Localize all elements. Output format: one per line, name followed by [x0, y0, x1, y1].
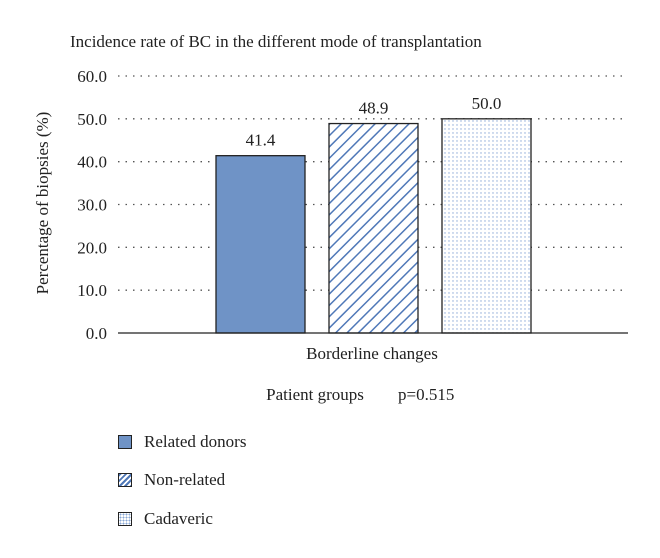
- y-tick-label: 60.0: [77, 67, 107, 86]
- y-tick-label: 0.0: [86, 324, 107, 343]
- y-axis-label: Percentage of biopsies (%): [33, 112, 52, 295]
- x-axis-label: Patient groups: [266, 385, 364, 404]
- legend-item-cadaveric: Cadaveric: [118, 509, 213, 529]
- bar-value-labels: 41.4 48.9 50.0: [246, 94, 502, 150]
- y-tick-label: 40.0: [77, 153, 107, 172]
- y-tick-label: 10.0: [77, 281, 107, 300]
- x-category-label: Borderline changes: [306, 344, 438, 363]
- legend-item-non-related: Non-related: [118, 470, 225, 490]
- y-tick-label: 50.0: [77, 110, 107, 129]
- legend-item-related-donors: Related donors: [118, 432, 246, 452]
- legend-swatch-cadaveric: [118, 512, 132, 526]
- bars: [215, 118, 532, 334]
- bar-non-related: [328, 122, 419, 334]
- legend-swatch-related-donors: [118, 435, 132, 449]
- bar-value-label: 50.0: [472, 94, 502, 113]
- y-tick-labels: 0.0 10.0 20.0 30.0 40.0 50.0 60.0: [77, 67, 107, 343]
- legend-label-non-related: Non-related: [144, 470, 226, 489]
- bar-value-label: 48.9: [359, 99, 389, 118]
- bar-related-donors: [215, 155, 306, 334]
- p-value-annotation: p=0.515: [398, 385, 454, 404]
- chart-title: Incidence rate of BC in the different mo…: [70, 32, 482, 51]
- legend-label-related-donors: Related donors: [144, 432, 247, 451]
- legend-swatch-non-related: [118, 473, 132, 487]
- y-tick-label: 20.0: [77, 238, 107, 257]
- chart: Incidence rate of BC in the different mo…: [33, 32, 628, 404]
- y-tick-label: 30.0: [77, 196, 107, 215]
- legend-label-cadaveric: Cadaveric: [144, 509, 213, 528]
- bar-value-label: 41.4: [246, 131, 276, 150]
- bar-cadaveric: [441, 118, 532, 334]
